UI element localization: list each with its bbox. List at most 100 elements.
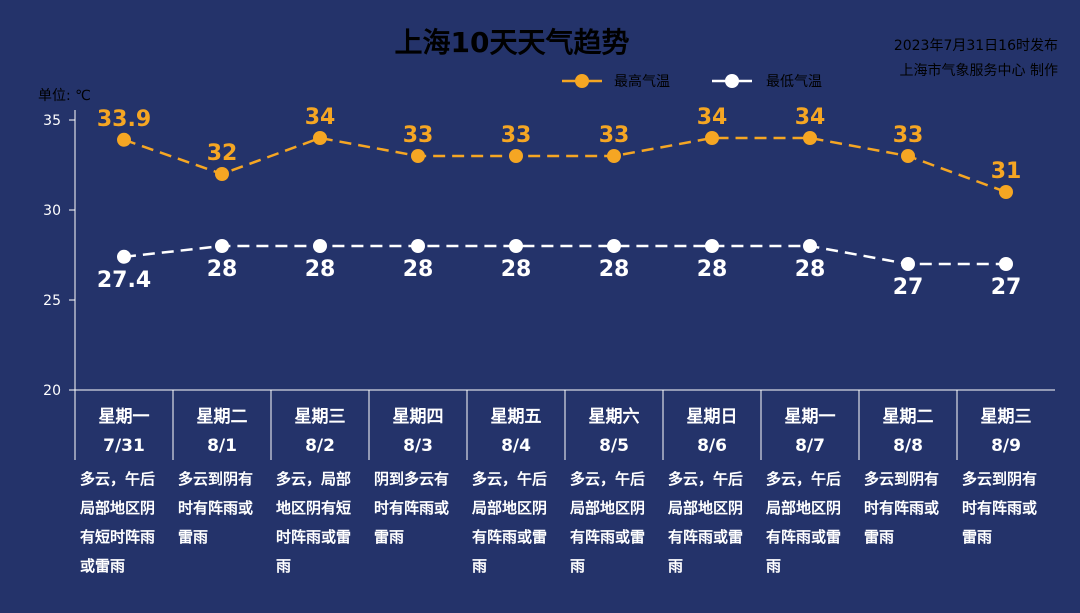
data-label: 34: [697, 105, 728, 130]
data-label: 31: [991, 159, 1022, 184]
data-label: 33: [599, 123, 630, 148]
weather-description: 或雷雨: [80, 557, 125, 575]
weather-description: 时有阵雨或: [178, 499, 253, 517]
data-point: [411, 149, 425, 163]
weekday-label: 星期三: [981, 407, 1032, 427]
date-label: 8/3: [403, 436, 433, 456]
weather-description: 雨: [570, 557, 585, 575]
legend-high-label: 最高气温: [614, 73, 670, 90]
weather-description: 有阵雨或雷: [766, 528, 841, 546]
weather-description: 雨: [766, 557, 781, 575]
data-label: 28: [403, 257, 434, 282]
weekday-label: 星期二: [883, 407, 934, 427]
weekday-label: 星期五: [491, 407, 542, 427]
weather-description: 多云到阴有: [864, 470, 939, 488]
y-tick-label: 25: [43, 293, 61, 309]
weekday-label: 星期一: [785, 407, 836, 427]
series-high: 33.9 32 34 33 33 33 34 34 33 31: [97, 105, 1021, 199]
date-label: 8/7: [795, 436, 825, 456]
y-tick-label: 35: [43, 113, 61, 129]
weekday-label: 星期一: [99, 407, 150, 427]
data-label: 27.4: [97, 268, 151, 293]
data-label: 33: [893, 123, 924, 148]
data-point: [215, 239, 229, 253]
data-point: [411, 239, 425, 253]
data-label: 34: [305, 105, 336, 130]
weather-description: 局部地区阴: [569, 499, 645, 517]
chart-title: 上海10天天气趋势: [395, 26, 630, 59]
series-line-high: [123, 136, 1007, 194]
weather-description: 多云，午后: [472, 470, 547, 488]
date-label: 8/5: [599, 436, 629, 456]
data-point: [705, 239, 719, 253]
weather-description: 雨: [276, 557, 291, 575]
weather-description: 局部地区阴: [667, 499, 743, 517]
weather-description: 雷雨: [864, 528, 894, 546]
date-label: 8/1: [207, 436, 237, 456]
data-label: 28: [305, 257, 336, 282]
data-label: 33.9: [97, 107, 151, 132]
weather-description: 阴到多云有: [374, 470, 449, 488]
data-label: 34: [795, 105, 826, 130]
data-point: [607, 239, 621, 253]
y-axis-ticks: 20 25 30 35: [43, 113, 75, 399]
issued-time: 2023年7月31日16时发布: [894, 38, 1058, 54]
data-point: [509, 149, 523, 163]
weekday-label: 星期二: [197, 407, 248, 427]
y-tick-label: 30: [43, 203, 61, 219]
data-point: [313, 239, 327, 253]
weather-description: 时有阵雨或: [374, 499, 449, 517]
data-point: [607, 149, 621, 163]
weather-description: 局部地区阴: [79, 499, 155, 517]
weather-description: 多云，午后: [80, 470, 155, 488]
producer: 上海市气象服务中心 制作: [900, 62, 1058, 79]
weather-description: 时阵雨或雷: [276, 528, 351, 546]
date-label: 8/4: [501, 436, 531, 456]
weather-description: 雨: [472, 557, 487, 575]
weather-description: 局部地区阴: [471, 499, 547, 517]
data-point: [117, 132, 131, 147]
weather-description: 多云，午后: [766, 470, 841, 488]
weekday-label: 星期三: [295, 407, 346, 427]
data-point: [705, 131, 719, 145]
data-point: [901, 257, 915, 271]
weather-description: 地区阴有短: [276, 499, 351, 517]
weather-description: 有短时阵雨: [80, 528, 155, 546]
data-label: 27: [991, 275, 1022, 300]
data-point: [803, 131, 817, 145]
legend-high-marker: [575, 74, 589, 88]
data-point: [999, 257, 1013, 271]
data-label: 33: [501, 123, 532, 148]
weather-description: 时有阵雨或: [962, 499, 1037, 517]
date-label: 8/6: [697, 436, 727, 456]
weather-description: 多云，局部: [276, 470, 351, 488]
y-tick-label: 20: [43, 383, 61, 399]
data-label: 28: [599, 257, 630, 282]
weather-description: 多云到阴有: [178, 470, 253, 488]
weather-description: 多云，午后: [668, 470, 743, 488]
legend-low-marker: [725, 74, 739, 88]
data-label: 28: [207, 257, 238, 282]
weather-description: 局部地区阴: [765, 499, 841, 517]
data-point: [803, 239, 817, 253]
date-label: 7/31: [103, 436, 145, 456]
axes: [74, 110, 1055, 460]
date-label: 8/8: [893, 436, 923, 456]
data-point: [509, 239, 523, 253]
date-label: 8/9: [991, 436, 1021, 456]
series-line-low: [123, 244, 1006, 266]
date-label: 8/2: [305, 436, 335, 456]
weather-description: 雷雨: [374, 528, 404, 546]
unit-label: 单位: ℃: [38, 88, 91, 104]
data-point: [901, 149, 915, 163]
weather-description: 有阵雨或雷: [570, 528, 645, 546]
weather-description: 多云，午后: [570, 470, 645, 488]
weather-description: 时有阵雨或: [864, 499, 939, 517]
series-low: 27.4 28 28 28 28 28 28 28 27 27: [97, 239, 1021, 300]
legend: 最高气温 最低气温: [562, 73, 822, 90]
data-point: [313, 131, 327, 145]
weather-description: 雷雨: [962, 528, 992, 546]
weather-description: 有阵雨或雷: [472, 528, 547, 546]
